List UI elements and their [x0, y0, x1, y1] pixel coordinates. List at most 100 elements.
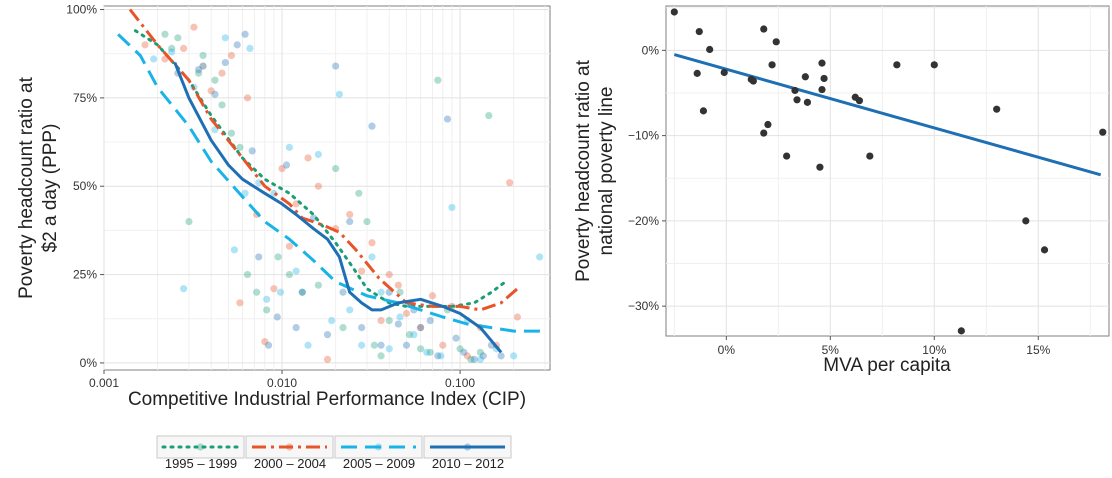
left-point-2005-2009 [346, 306, 354, 314]
left-point-2010-2012 [346, 217, 354, 226]
left-point-1995-1999 [263, 306, 271, 314]
right-point [1022, 217, 1030, 225]
left-point-1995-1999 [476, 348, 484, 356]
left-point-1995-1999 [227, 129, 236, 137]
left-point-2010-2012 [416, 323, 425, 332]
left-point-2005-2009 [276, 288, 285, 296]
left-point-1995-1999 [370, 341, 378, 349]
right-point [803, 98, 812, 106]
right-x-ticks: 0% 5% 10% 15% [718, 336, 1051, 357]
left-point-2005-2009 [358, 341, 366, 349]
left-point-2000-2004 [243, 94, 252, 102]
left-point-2005-2009 [423, 348, 431, 356]
left-point-2010-2012 [434, 352, 442, 360]
left-point-1995-1999 [434, 76, 442, 84]
left-point-1995-1999 [377, 352, 385, 360]
left-point-2010-2012 [248, 147, 256, 155]
left-trend-line-2005-2009 [117, 33, 545, 333]
left-trend-lines [117, 8, 545, 354]
left-point-1995-1999 [332, 164, 340, 173]
left-chart: 0.001 0.010 0.100 0% 25% 50% 75% 100% Competit… [16, 3, 551, 410]
left-point-2005-2009 [263, 295, 271, 303]
left-point-2010-2012 [426, 316, 434, 325]
right-point [820, 74, 828, 83]
left-point-2010-2012 [470, 355, 478, 363]
left-point-2000-2004 [346, 210, 354, 219]
left-point-2010-2012 [264, 341, 273, 349]
left-point-2000-2004 [358, 267, 366, 275]
left-point-2000-2004 [304, 154, 312, 162]
left-y-tick-label: 75% [73, 91, 97, 105]
right-point [783, 152, 791, 160]
right-y-tick-label: 0% [642, 43, 660, 57]
right-point [866, 152, 874, 160]
legend-key-point-2010-2012 [463, 443, 472, 451]
left-point-2005-2009 [328, 316, 336, 325]
left-point-2000-2004 [416, 323, 425, 332]
left-point-1995-1999 [195, 69, 203, 77]
left-point-2000-2004 [394, 281, 402, 289]
left-y-tick-label: 50% [73, 179, 97, 193]
left-point-1995-1999 [243, 270, 252, 279]
left-scatter-points [141, 23, 544, 363]
right-scatter-points [670, 8, 1107, 335]
left-point-2005-2009 [150, 55, 158, 63]
right-gridlines [666, 6, 1109, 336]
left-point-2005-2009 [168, 48, 176, 56]
right-y-axis-title-line1: Poverty headcount ratio at [573, 59, 594, 282]
left-point-2000-2004 [199, 62, 207, 70]
left-point-2010-2012 [282, 161, 291, 169]
left-point-1995-1999 [485, 111, 493, 120]
left-point-1995-1999 [467, 355, 475, 363]
left-point-1995-1999 [161, 30, 169, 38]
legend-key-point-1995-1999 [196, 443, 205, 451]
left-point-2000-2004 [218, 69, 226, 77]
right-point [1040, 246, 1049, 254]
left-point-1995-1999 [355, 189, 363, 197]
left-point-2010-2012 [233, 41, 241, 49]
left-point-1995-1999 [314, 281, 322, 289]
left-y-ticks: 0% 25% 50% 75% 100% [66, 3, 104, 370]
left-point-2010-2012 [479, 352, 487, 360]
left-point-2010-2012 [394, 320, 402, 328]
right-x-tick-label: 10% [922, 343, 946, 357]
right-point [760, 129, 768, 137]
left-gridlines [103, 6, 550, 370]
legend-label-1995-1999: 1995 – 1999 [165, 456, 237, 471]
left-point-1995-1999 [363, 217, 371, 226]
right-y-tick-label: −30% [628, 299, 659, 313]
left-point-2010-2012 [195, 66, 203, 74]
left-point-2010-2012 [241, 30, 249, 38]
left-point-2000-2004 [141, 41, 149, 49]
legend-label-2010-2012: 2010 – 2012 [432, 456, 504, 471]
right-point [749, 77, 757, 85]
left-y-axis-title-line1: Poverty headcount ratio at [16, 76, 37, 299]
right-point [801, 73, 809, 81]
left-point-2000-2004 [513, 313, 522, 321]
right-x-axis-title: MVA per capita [823, 355, 951, 376]
right-point [993, 105, 1001, 113]
left-point-2000-2004 [261, 338, 269, 346]
left-point-2005-2009 [241, 189, 249, 197]
left-point-2000-2004 [323, 355, 332, 363]
right-point [957, 327, 965, 335]
right-y-ticks: 0% −10% −20% −30% [628, 43, 666, 313]
left-point-1995-1999 [298, 288, 306, 296]
right-chart: 0% 5% 10% 15% 0% −10% −20% −30% MVA per capita… [573, 5, 1110, 376]
right-point [772, 38, 780, 46]
right-point [706, 45, 714, 54]
left-point-2005-2009 [314, 150, 322, 159]
left-point-2005-2009 [536, 253, 544, 261]
left-point-2010-2012 [221, 58, 229, 67]
left-point-2005-2009 [304, 341, 312, 349]
left-point-2000-2004 [270, 285, 278, 293]
legend-key-point-2000-2004 [285, 443, 294, 451]
right-point [670, 8, 678, 16]
left-point-2010-2012 [298, 288, 306, 296]
left-point-2005-2009 [199, 62, 207, 70]
left-point-1995-1999 [456, 345, 464, 353]
legend-key-point-2005-2009 [374, 443, 383, 451]
left-point-2005-2009 [437, 352, 445, 360]
left-point-1995-1999 [416, 345, 425, 353]
left-point-1995-1999 [339, 323, 347, 332]
